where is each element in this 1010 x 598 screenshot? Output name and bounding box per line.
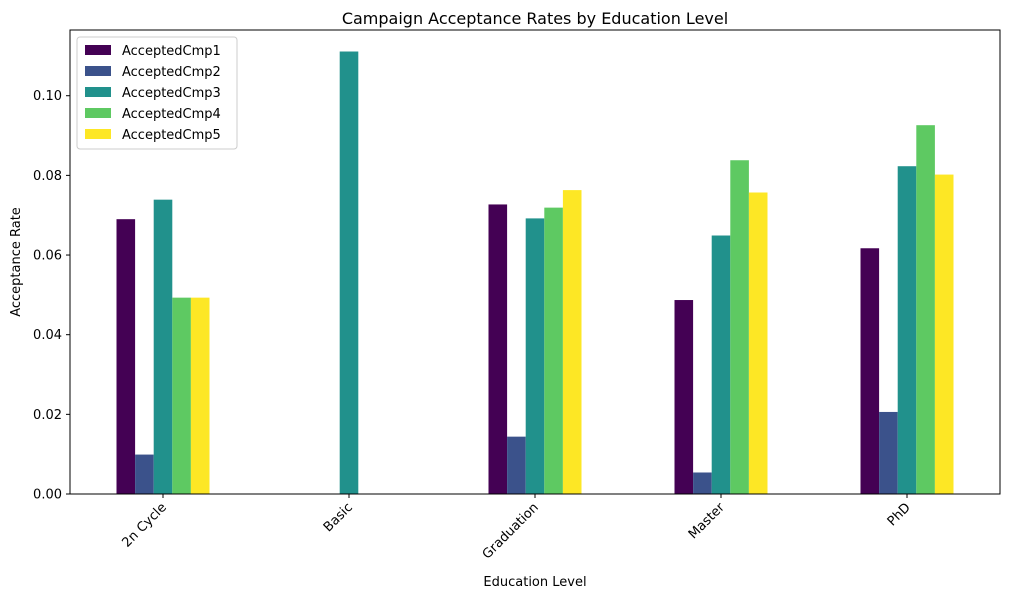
legend-label: AcceptedCmp3 <box>122 86 221 101</box>
bar-AcceptedCmp3-PhD <box>897 166 917 494</box>
y-axis: 0.00 0.02 0.04 0.06 0.08 0.10 <box>33 89 70 503</box>
x-tick-label: Basic <box>321 500 356 535</box>
bar-AcceptedCmp1-Graduation <box>488 204 508 494</box>
bar-AcceptedCmp3-Basic <box>339 51 359 494</box>
legend-swatch <box>85 66 111 76</box>
bar-AcceptedCmp3-Graduation <box>525 218 545 494</box>
x-axis: 2n Cycle Basic Graduation Master PhD <box>120 494 914 562</box>
bar-AcceptedCmp1-PhD <box>860 248 880 494</box>
bar-AcceptedCmp4-PhD <box>916 125 935 494</box>
bar-AcceptedCmp1-Master <box>674 300 694 494</box>
legend-label: AcceptedCmp4 <box>122 107 221 122</box>
legend-frame <box>76 36 238 150</box>
bar-AcceptedCmp5-2n-Cycle <box>190 297 210 494</box>
y-tick-label: 0.04 <box>33 328 62 343</box>
legend-label: AcceptedCmp5 <box>122 128 221 143</box>
y-tick-label: 0.06 <box>33 249 62 264</box>
bar-AcceptedCmp5-Graduation <box>562 190 582 495</box>
x-tick-label: 2n Cycle <box>120 500 170 550</box>
bars-group <box>116 51 954 495</box>
y-axis-label: Acceptance Rate <box>9 207 24 317</box>
legend-label: AcceptedCmp1 <box>122 44 221 59</box>
legend-swatch <box>85 129 111 139</box>
bar-AcceptedCmp3-Master <box>711 235 731 494</box>
legend-swatch <box>85 45 111 55</box>
bar-AcceptedCmp2-Graduation <box>507 436 526 494</box>
bar-AcceptedCmp4-Master <box>730 160 749 495</box>
bar-AcceptedCmp3-2n-Cycle <box>153 199 173 495</box>
bar-AcceptedCmp5-Master <box>748 192 768 494</box>
x-axis-label: Education Level <box>483 575 586 590</box>
legend-label: AcceptedCmp2 <box>122 65 221 80</box>
bar-AcceptedCmp4-2n-Cycle <box>172 297 191 494</box>
y-tick-label: 0.02 <box>33 408 62 423</box>
bar-AcceptedCmp2-Master <box>693 472 712 494</box>
bar-AcceptedCmp4-Graduation <box>544 207 563 494</box>
chart-title: Campaign Acceptance Rates by Education L… <box>342 9 728 28</box>
y-tick-label: 0.08 <box>33 169 62 184</box>
legend-swatch <box>85 108 111 118</box>
bar-AcceptedCmp2-PhD <box>879 411 898 494</box>
x-tick-label: Master <box>686 500 728 542</box>
bar-AcceptedCmp1-2n-Cycle <box>116 219 136 494</box>
x-tick-label: PhD <box>885 500 914 529</box>
legend: AcceptedCmp1 AcceptedCmp2 AcceptedCmp3 Acce… <box>76 36 238 150</box>
y-tick-label: 0.10 <box>33 89 62 104</box>
plot-frame <box>69 29 1001 495</box>
y-tick-label: 0.00 <box>33 488 62 503</box>
bar-AcceptedCmp2-2n-Cycle <box>135 454 154 494</box>
legend-swatch <box>85 87 111 97</box>
x-tick-label: Graduation <box>480 500 542 562</box>
bar-AcceptedCmp5-PhD <box>934 174 954 494</box>
